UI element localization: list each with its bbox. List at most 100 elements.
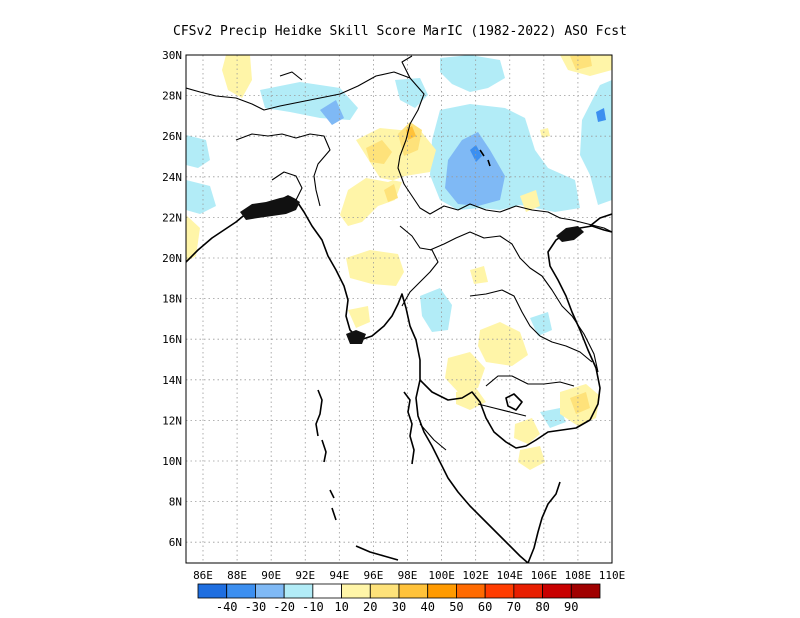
positive-skill-region xyxy=(222,55,252,98)
positive-skill-region xyxy=(514,418,540,444)
lat-tick-label: 16N xyxy=(162,333,182,346)
negative-skill-region xyxy=(186,180,216,214)
lon-tick-label: 106E xyxy=(531,569,558,582)
skill-score-shading xyxy=(186,55,612,470)
positive-skill-region xyxy=(518,446,545,470)
colorbar xyxy=(197,583,601,599)
longitude-labels: 86E 88E 90E 92E 94E 96E 98E 100E 102E 104E 106E 108… xyxy=(193,569,625,582)
lon-tick-label: 88E xyxy=(227,569,247,582)
lon-tick-label: 98E xyxy=(398,569,418,582)
negative-skill-region xyxy=(540,408,566,428)
lat-tick-label: 20N xyxy=(162,252,182,265)
colorbar-labels: -40 -30 -20 -10 10 20 30 40 50 60 70 80 90 xyxy=(216,600,579,614)
lat-tick-label: 22N xyxy=(162,211,182,224)
strong-negative-skill xyxy=(596,108,606,122)
colorbar-swatch xyxy=(283,583,314,599)
colorbar-swatch xyxy=(197,583,228,599)
plot-area xyxy=(186,55,612,563)
national-border xyxy=(186,71,612,233)
lon-tick-label: 110E xyxy=(599,569,626,582)
positive-skill-region xyxy=(540,128,550,138)
lat-tick-label: 14N xyxy=(162,374,182,387)
national-border xyxy=(235,133,331,207)
coastline xyxy=(589,213,612,227)
lat-tick-label: 12N xyxy=(162,414,182,427)
colorbar-tick-label: 50 xyxy=(449,600,463,614)
positive-skill-core xyxy=(570,392,590,414)
positive-skill-region xyxy=(186,215,200,262)
lon-tick-label: 102E xyxy=(462,569,489,582)
negative-skill-region xyxy=(395,78,428,108)
negative-skill-core xyxy=(445,132,505,206)
lon-tick-label: 108E xyxy=(565,569,592,582)
colorbar-tick-label: -30 xyxy=(245,600,267,614)
negative-skill-region xyxy=(440,55,505,92)
national-border xyxy=(429,231,599,373)
negative-skill-region xyxy=(530,312,552,336)
national-border xyxy=(419,423,447,451)
colorbar-tick-label: 60 xyxy=(478,600,492,614)
colorbar-swatch xyxy=(570,583,601,599)
national-border xyxy=(401,55,413,79)
colorbar-swatch xyxy=(226,583,256,599)
lon-tick-label: 96E xyxy=(363,569,383,582)
sundarbans-coast xyxy=(240,196,300,220)
lon-tick-label: 92E xyxy=(295,569,315,582)
colorbar-tick-label: 30 xyxy=(392,600,406,614)
irrawaddy-delta-coast xyxy=(346,330,366,344)
lat-tick-label: 10N xyxy=(162,455,182,468)
colorbar-swatch xyxy=(341,583,371,599)
nicobar-islands xyxy=(329,489,337,521)
lat-tick-label: 6N xyxy=(169,536,182,549)
lon-tick-label: 86E xyxy=(193,569,213,582)
lat-tick-label: 26N xyxy=(162,130,182,143)
positive-skill-region xyxy=(520,190,540,212)
positive-skill-region xyxy=(470,266,488,284)
andaman-islands xyxy=(321,439,327,463)
colorbar-tick-label: 10 xyxy=(334,600,348,614)
colorbar-tick-label: 90 xyxy=(564,600,578,614)
national-border xyxy=(279,71,303,81)
sumatra-coast xyxy=(355,545,399,561)
colorbar-tick-label: -40 xyxy=(216,600,238,614)
national-border xyxy=(271,171,303,201)
tonle-sap-lake xyxy=(505,393,523,411)
national-border xyxy=(485,375,575,387)
lat-tick-label: 28N xyxy=(162,90,182,103)
latitude-labels: 30N 28N 26N 24N 22N 20N 18N 16N 14N 12N 10N 8N 6N xyxy=(162,49,182,549)
coastlines-and-borders xyxy=(186,55,612,563)
colorbar-tick-label: 40 xyxy=(420,600,434,614)
strong-negative-skill xyxy=(470,145,482,162)
lake-outline xyxy=(479,149,491,167)
coastline xyxy=(527,481,561,563)
national-border xyxy=(399,225,439,307)
lat-tick-label: 18N xyxy=(162,293,182,306)
colorbar-swatch xyxy=(456,583,486,599)
map-title: CFSv2 Precip Heidke Skill Score MarIC (1… xyxy=(173,24,627,39)
colorbar-swatch xyxy=(398,583,429,599)
lon-tick-label: 100E xyxy=(428,569,455,582)
negative-skill-region xyxy=(186,135,210,168)
positive-skill-core xyxy=(384,184,398,202)
positive-skill-region xyxy=(348,306,370,328)
lon-tick-label: 94E xyxy=(329,569,349,582)
colorbar-tick-label: -20 xyxy=(273,600,295,614)
colorbar-tick-label: 70 xyxy=(507,600,521,614)
national-border xyxy=(469,289,593,363)
negative-skill-core xyxy=(320,100,344,125)
national-border xyxy=(477,403,527,417)
colorbar-tick-label: -10 xyxy=(302,600,324,614)
plot-frame xyxy=(185,54,613,564)
colorbar-swatch xyxy=(513,583,543,599)
positive-skill-core xyxy=(570,55,592,70)
andaman-islands xyxy=(315,389,323,437)
colorbar-tick-label: 20 xyxy=(363,600,377,614)
colorbar-tick-label: 80 xyxy=(535,600,549,614)
colorbar-swatch xyxy=(255,583,285,599)
lat-tick-label: 8N xyxy=(169,496,182,509)
myeik-archipelago xyxy=(403,391,415,465)
positive-skill-core xyxy=(366,140,392,164)
positive-skill-region xyxy=(445,352,485,392)
lat-tick-label: 24N xyxy=(162,171,182,184)
lat-tick-label: 30N xyxy=(162,49,182,62)
